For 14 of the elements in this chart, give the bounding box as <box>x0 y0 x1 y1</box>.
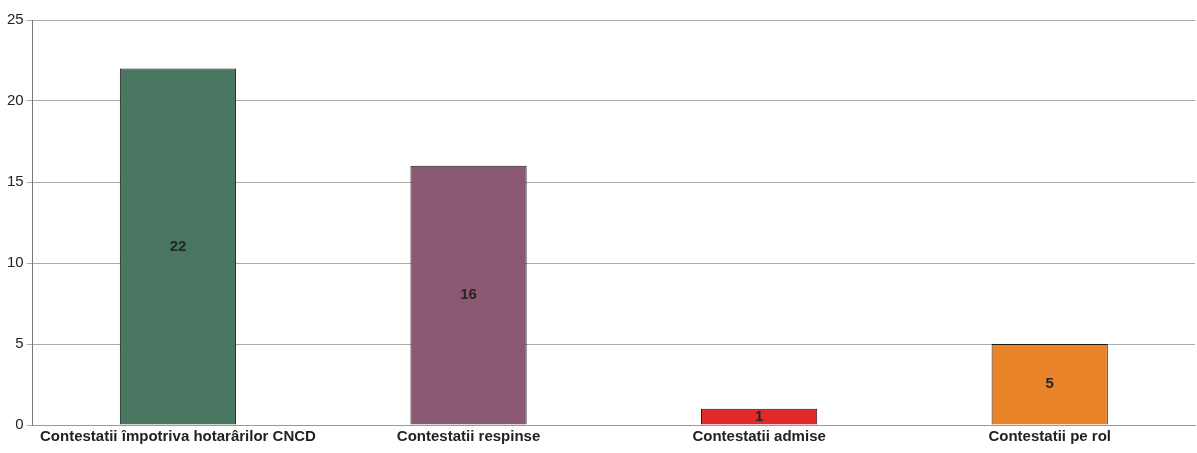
y-tick-label: 25 <box>7 10 24 28</box>
x-tick-label: Contestatii respinse <box>396 427 541 445</box>
y-tick-label: 10 <box>7 253 24 271</box>
y-tick-label: 5 <box>15 334 24 352</box>
y-tick-label: 20 <box>7 91 24 109</box>
data-label: 5 <box>1045 374 1054 392</box>
data-label: 22 <box>169 236 187 254</box>
x-tick-label: Contestatii pe rol <box>988 427 1111 445</box>
x-tick-label: Contestatii admise <box>692 427 826 445</box>
x-tick-label: Contestatii împotriva hotarârilor CNCD <box>40 427 317 445</box>
data-label: 1 <box>754 406 764 424</box>
data-label: 16 <box>460 285 477 303</box>
y-tick-label: 0 <box>15 415 24 433</box>
y-tick-label: 15 <box>7 172 24 190</box>
